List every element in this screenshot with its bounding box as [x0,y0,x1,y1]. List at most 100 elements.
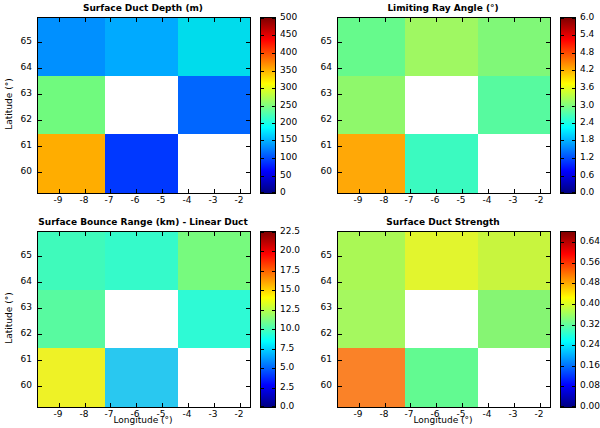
colorbar-tick-mark [561,70,564,71]
y-tick-label: 61 [0,354,32,364]
colorbar-tick-label: 0.00 [580,401,600,411]
x-tick-label: -3 [209,195,218,205]
colorbar-tick-mark [572,106,575,107]
y-tick-label: 60 [0,380,32,390]
colorbar-tick-mark [572,53,575,54]
x-tick-label: -2 [535,409,544,419]
x-tick-label: -6 [431,409,440,419]
colorbar-tick-mark [572,304,575,305]
colorbar-tick-mark [272,106,275,107]
y-tick-label: 60 [300,166,332,176]
panel-limiting-ray-angle: Limiting Ray Angle (°)-9-8-7-6-5-4-3-260… [300,0,600,214]
heatmap-plot [337,17,551,194]
x-tick-mark [410,403,411,407]
x-tick-label: -8 [380,409,389,419]
colorbar-tick-label: 0.0 [280,401,294,411]
colorbar-tick-label: 3.6 [580,82,594,92]
y-tick-label: 64 [300,62,332,72]
y-tick-mark [338,308,342,309]
colorbar-tick-mark [572,366,575,367]
colorbar-tick-label: 3.0 [580,100,594,110]
colorbar-tick-mark [561,345,564,346]
colorbar [260,17,276,194]
colorbar-tick-mark [261,123,264,124]
y-tick-mark [338,120,342,121]
x-tick-mark [540,403,541,407]
colorbar-tick-label: 5.4 [580,29,594,39]
heatmap-cell [178,134,250,193]
y-tick-mark [546,120,550,121]
colorbar-tick-mark [272,329,275,330]
x-tick-mark [214,18,215,22]
colorbar-tick-label: 2.5 [280,382,294,392]
x-tick-mark [359,232,360,236]
x-tick-label: -7 [105,409,114,419]
x-tick-mark [85,18,86,22]
x-tick-mark [240,189,241,193]
y-tick-mark [38,94,42,95]
heatmap-cell [178,232,250,290]
colorbar-tick-mark [561,106,564,107]
x-tick-mark [488,189,489,193]
y-tick-mark [38,308,42,309]
plot-title: Limiting Ray Angle (°) [337,3,549,13]
x-tick-label: -4 [483,409,492,419]
x-tick-mark [162,189,163,193]
x-tick-label: -3 [509,195,518,205]
y-tick-label: 60 [300,380,332,390]
panel-surface-bounce-range: Surface Bounce Range (km) - Linear DuctL… [0,214,300,428]
colorbar-tick-mark [261,406,264,407]
colorbar [560,17,576,194]
x-tick-label: -3 [209,409,218,419]
y-tick-mark [246,120,250,121]
colorbar-tick-label: 0.40 [580,298,600,308]
colorbar-tick-mark [272,71,275,72]
colorbar-tick-mark [561,325,564,326]
heatmap-cell [105,18,179,76]
y-tick-label: 63 [0,302,32,312]
heatmap-cell [178,76,250,134]
colorbar-tick-mark [572,18,575,19]
colorbar-tick-label: 0 [280,187,286,197]
heatmap-cell [478,18,550,76]
x-tick-mark [162,232,163,236]
x-tick-mark [59,232,60,236]
colorbar-tick-mark [272,349,275,350]
y-tick-mark [546,172,550,173]
y-tick-mark [38,68,42,69]
colorbar-tick-mark [272,406,275,407]
panel-surface-duct-strength: Surface Duct StrengthLongitude (°)-9-8-7… [300,214,600,428]
heatmap-cell [178,290,250,348]
x-tick-mark [136,403,137,407]
y-tick-mark [546,360,550,361]
colorbar-tick-mark [561,140,564,141]
colorbar-tick-mark [572,242,575,243]
y-tick-mark [338,146,342,147]
y-tick-mark [38,386,42,387]
x-tick-mark [436,403,437,407]
colorbar-tick-label: 1.8 [580,134,594,144]
x-tick-mark [85,232,86,236]
y-tick-mark [546,386,550,387]
figure-canvas: Surface Duct Depth (m)Latitude (°)-9-8-7… [0,0,600,428]
y-tick-mark [38,282,42,283]
x-tick-mark [462,18,463,22]
colorbar-tick-mark [261,232,264,233]
colorbar-tick-label: 6.0 [580,12,594,22]
colorbar-tick-mark [261,251,264,252]
colorbar-tick-label: 4.2 [580,64,594,74]
x-tick-mark [188,403,189,407]
plot-title: Surface Duct Strength [337,217,549,227]
colorbar-tick-mark [572,158,575,159]
colorbar-tick-mark [272,388,275,389]
colorbar-tick-label: 0.48 [580,277,600,287]
colorbar-tick-mark [261,310,264,311]
x-tick-label: -6 [131,195,140,205]
colorbar-tick-mark [261,329,264,330]
x-tick-mark [240,18,241,22]
heatmap-cell [178,18,250,76]
x-tick-mark [214,232,215,236]
x-tick-mark [110,189,111,193]
heatmap-cell [105,76,179,134]
heatmap-cell [405,134,479,193]
